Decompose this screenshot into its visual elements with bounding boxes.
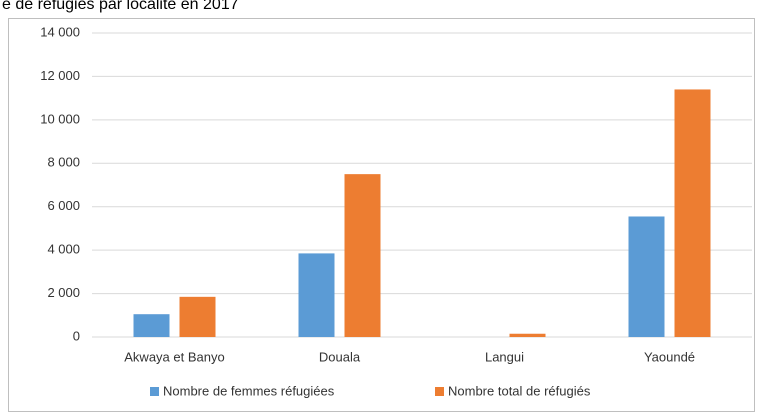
y-tick-label: 10 000 [40,111,80,126]
legend-label: Nombre de femmes réfugiées [163,383,335,398]
legend-swatch [435,387,444,396]
y-tick-label: 0 [73,328,80,343]
bar [133,314,170,337]
y-tick-label: 8 000 [47,155,80,170]
bar [674,89,711,337]
chart-title: e de réfugiés par localité en 2017 [2,0,239,13]
x-tick-label: Douala [319,349,361,364]
y-tick-label: 14 000 [40,24,80,39]
x-tick-label: Langui [485,349,524,364]
bar [344,174,381,337]
chart-frame [8,18,755,412]
y-tick-label: 4 000 [47,242,80,257]
legend-label: Nombre total de réfugiés [448,383,591,398]
bar [298,253,335,337]
x-tick-label: Akwaya et Banyo [124,349,224,364]
y-tick-label: 12 000 [40,68,80,83]
bar [509,333,546,337]
legend-swatch [150,387,159,396]
y-tick-label: 6 000 [47,198,80,213]
y-tick-label: 2 000 [47,285,80,300]
bar [179,296,216,337]
x-tick-label: Yaoundé [644,349,695,364]
bar [628,216,665,337]
